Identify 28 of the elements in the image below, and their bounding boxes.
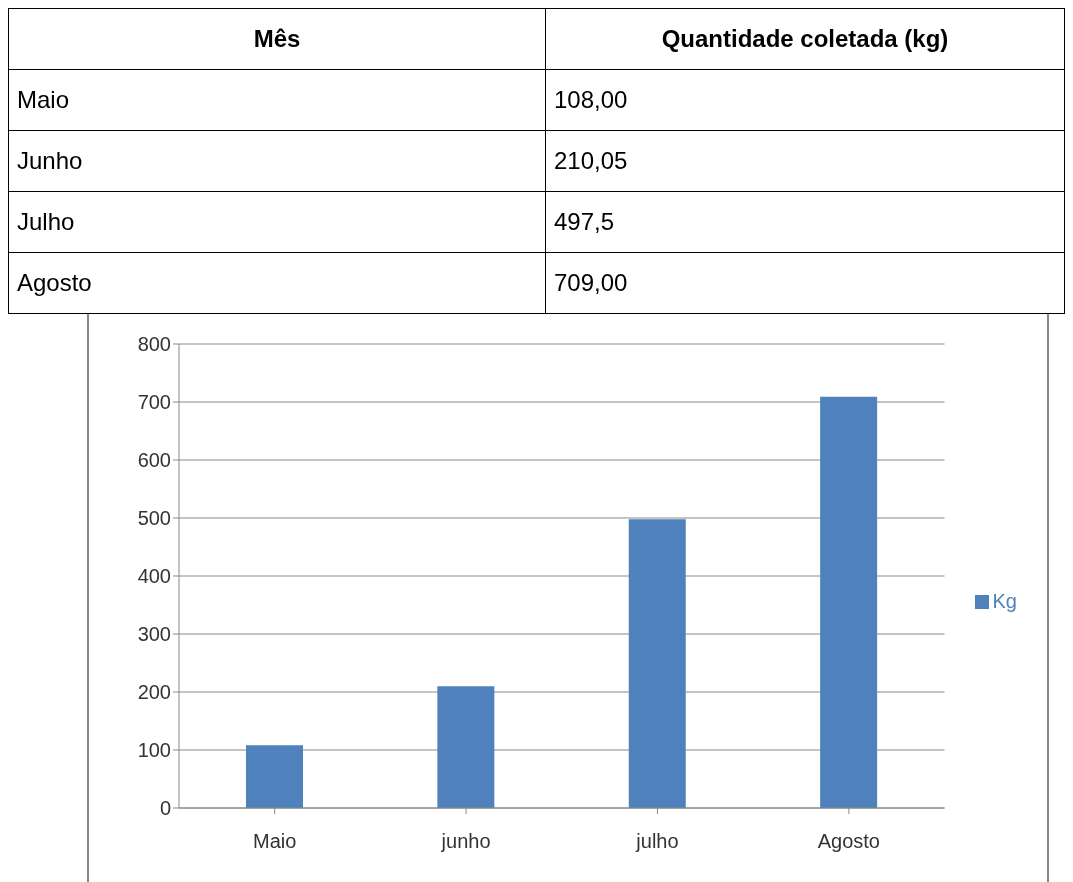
text: Junho — [8, 130, 546, 192]
x-tick-label: Maio — [253, 830, 297, 853]
text: Quantidade coletada (kg) — [545, 8, 1065, 70]
text: Julho — [8, 191, 546, 253]
y-tick-label: 100 — [137, 739, 171, 762]
x-tick-label: Agosto — [817, 830, 880, 853]
y-tick-label: 600 — [137, 449, 171, 472]
x-tick-label: julho — [635, 830, 679, 853]
bar — [820, 396, 878, 808]
text: Maio — [8, 69, 546, 131]
y-tick-label: 0 — [159, 797, 171, 820]
y-tick-label: 400 — [137, 565, 171, 588]
bar — [437, 686, 495, 808]
text: 210,05 — [545, 130, 1065, 192]
bar — [245, 745, 303, 808]
x-tick-label: junho — [440, 830, 491, 853]
text: Mês — [8, 8, 546, 70]
legend-label: Kg — [992, 589, 1017, 612]
y-tick-label: 500 — [137, 507, 171, 530]
text: Agosto — [8, 252, 546, 314]
text: 709,00 — [545, 252, 1065, 314]
y-tick-label: 300 — [137, 623, 171, 646]
y-tick-label: 800 — [137, 333, 171, 356]
y-tick-label: 200 — [137, 681, 171, 704]
y-tick-label: 700 — [137, 391, 171, 414]
text: 108,00 — [545, 69, 1065, 131]
text: 497,5 — [545, 191, 1065, 253]
bar — [628, 519, 686, 808]
